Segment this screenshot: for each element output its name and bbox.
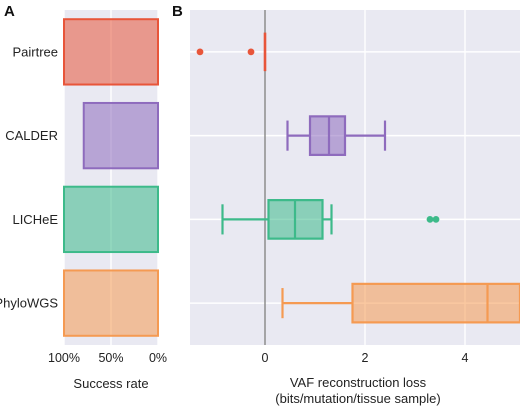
panel-b-tick-label: 0 <box>262 351 269 365</box>
outlier-point <box>427 216 434 223</box>
category-label-pairtree: Pairtree <box>12 44 58 59</box>
panel-b-tick-label: 4 <box>462 351 469 365</box>
category-label-lichee: LICHeE <box>12 212 58 227</box>
bar-phylowgs <box>64 270 158 335</box>
bar-pairtree <box>64 19 158 84</box>
iqr-box <box>353 284 520 323</box>
panel-b-tick-labels: 0 2 4 <box>262 351 469 365</box>
category-label-phylowgs: PhyloWGS <box>0 296 58 311</box>
iqr-box <box>310 116 345 155</box>
panel-a-tick-label: 50% <box>98 351 123 365</box>
panel-label-b: B <box>172 3 183 20</box>
outlier-point <box>197 48 204 55</box>
outlier-point <box>248 48 255 55</box>
panel-b-vaf-loss: 0 2 4 VAF reconstruction loss (bits/mutati… <box>190 10 520 406</box>
panel-a-x-axis-label: Success rate <box>73 376 148 391</box>
panel-b-tick-label: 2 <box>362 351 369 365</box>
bar-lichee <box>64 187 158 252</box>
panel-b-x-axis-label: VAF reconstruction loss <box>290 375 427 390</box>
panel-label-a: A <box>4 3 15 20</box>
outlier-point <box>433 216 440 223</box>
panel-a-tick-labels: 100% 50% 0% <box>48 351 167 365</box>
panel-a-tick-label: 0% <box>149 351 167 365</box>
panel-b-x-axis-label-units: (bits/mutation/tissue sample) <box>275 391 440 406</box>
panel-a-tick-label: 100% <box>48 351 80 365</box>
panel-a-category-labels: Pairtree CALDER LICHeE PhyloWGS <box>0 44 58 310</box>
category-label-calder: CALDER <box>5 128 58 143</box>
panel-a-success-rate: Pairtree CALDER LICHeE PhyloWGS 100% 50% 0% S… <box>0 10 167 391</box>
bar-calder <box>84 103 158 168</box>
